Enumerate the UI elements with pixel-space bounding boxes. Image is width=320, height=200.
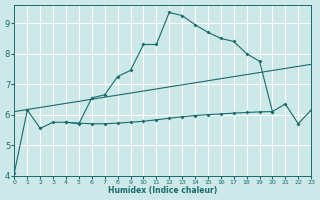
- X-axis label: Humidex (Indice chaleur): Humidex (Indice chaleur): [108, 186, 217, 195]
